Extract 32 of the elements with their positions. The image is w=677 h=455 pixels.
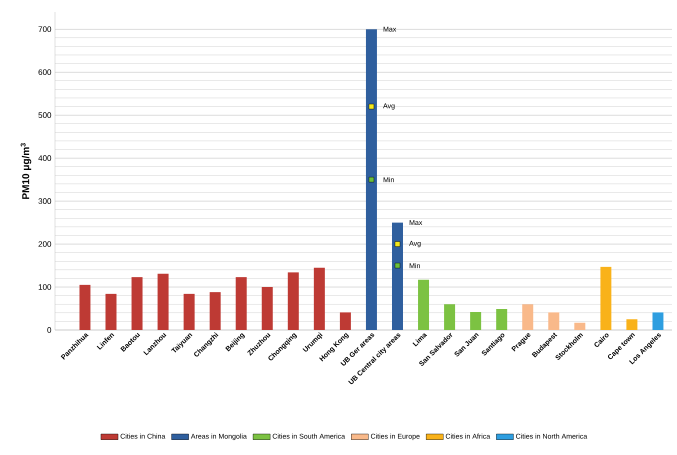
y-tick-label: 700 xyxy=(38,26,52,32)
bar xyxy=(418,280,430,330)
bar xyxy=(314,268,325,330)
bar xyxy=(340,312,351,330)
y-tick-label: 0 xyxy=(47,327,52,333)
y-tick-label: 100 xyxy=(38,284,52,290)
bar xyxy=(210,292,221,330)
bar xyxy=(626,319,638,330)
y-tick-label: 400 xyxy=(38,155,52,161)
bar xyxy=(105,294,116,330)
bar xyxy=(496,308,508,330)
y-tick-label: 300 xyxy=(38,198,52,204)
bar xyxy=(470,312,482,330)
bar xyxy=(444,304,456,330)
bar xyxy=(392,222,403,330)
y-tick-label: 200 xyxy=(38,241,52,247)
bar xyxy=(262,287,273,330)
y-tick-label: 500 xyxy=(38,112,52,118)
bar xyxy=(366,29,377,330)
bar xyxy=(548,312,560,330)
bar xyxy=(522,304,534,330)
bar xyxy=(184,294,195,330)
bar xyxy=(600,266,612,330)
bar xyxy=(158,274,169,330)
bar xyxy=(236,277,247,330)
bar xyxy=(79,284,90,330)
bar xyxy=(288,272,299,330)
bar xyxy=(652,312,664,330)
y-tick-label: 600 xyxy=(38,69,52,75)
bar xyxy=(574,322,586,330)
y-axis-title: PM10 μg/m$^{3}$ xyxy=(20,143,32,199)
bar xyxy=(132,277,143,330)
